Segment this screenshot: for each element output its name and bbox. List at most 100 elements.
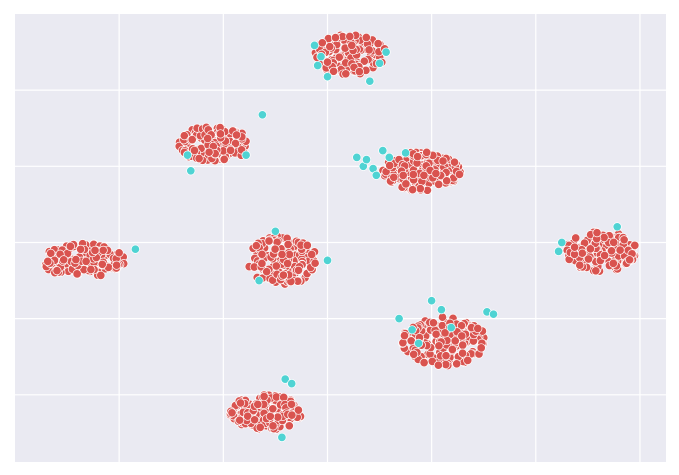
data-point-class_1 (407, 325, 417, 335)
data-point-class_0 (273, 412, 283, 422)
data-point-class_0 (264, 236, 274, 246)
data-point-class_0 (257, 249, 267, 259)
data-point-class_0 (577, 248, 587, 258)
data-point-class_0 (52, 266, 62, 276)
data-point-class_0 (286, 399, 297, 409)
data-point-class_0 (268, 421, 278, 431)
data-point-class_0 (329, 66, 339, 76)
data-point-class_0 (179, 131, 189, 141)
data-point-class_0 (283, 258, 293, 269)
data-point-class_1 (488, 309, 499, 319)
data-point-class_0 (215, 129, 226, 139)
data-point-class_0 (463, 355, 473, 365)
data-point-class_0 (422, 147, 432, 157)
data-point-class_0 (354, 67, 364, 77)
data-point-class_0 (361, 32, 371, 43)
data-point-class_0 (419, 358, 429, 368)
data-point-class_0 (609, 237, 619, 247)
data-point-class_0 (81, 256, 91, 266)
data-point-class_1 (254, 276, 264, 286)
data-point-class_1 (381, 47, 391, 57)
data-point-class_0 (227, 408, 237, 418)
data-point-class_0 (204, 147, 214, 157)
data-point-class_0 (615, 245, 625, 255)
data-point-class_0 (408, 185, 418, 195)
data-point-class_0 (189, 145, 200, 156)
data-point-class_1 (322, 255, 333, 265)
data-point-class_0 (456, 321, 467, 331)
data-point-class_0 (71, 255, 81, 265)
data-point-class_0 (399, 331, 410, 341)
data-point-class_0 (385, 160, 395, 171)
data-point-class_0 (401, 179, 411, 189)
data-point-class_0 (187, 135, 197, 145)
data-point-class_0 (408, 169, 418, 180)
data-point-class_0 (398, 170, 408, 180)
grid (15, 14, 666, 462)
data-point-class_0 (434, 179, 444, 189)
data-point-class_0 (389, 172, 399, 182)
data-point-class_0 (449, 157, 460, 167)
data-point-class_1 (130, 244, 140, 254)
data-point-class_0 (317, 38, 327, 48)
data-point-class_0 (442, 176, 452, 186)
data-point-class_1 (361, 155, 372, 165)
data-point-class_0 (277, 249, 287, 260)
data-point-class_0 (413, 152, 423, 162)
data-point-class_1 (557, 237, 567, 248)
data-point-class_0 (591, 266, 601, 276)
data-point-class_1 (309, 40, 320, 50)
data-point-class_0 (334, 52, 344, 62)
data-point-class_0 (583, 254, 594, 264)
data-point-class_0 (345, 31, 355, 42)
data-point-class_1 (436, 305, 446, 315)
data-point-class_0 (268, 404, 278, 414)
data-point-class_0 (255, 422, 265, 432)
data-point-class_0 (114, 248, 124, 258)
data-point-class_0 (86, 264, 96, 275)
data-point-class_0 (284, 249, 295, 260)
data-point-class_0 (619, 235, 629, 245)
data-point-class_0 (450, 336, 460, 346)
data-point-class_0 (236, 398, 246, 408)
data-point-class_0 (330, 33, 341, 43)
data-point-class_1 (394, 314, 404, 324)
data-point-class_1 (277, 432, 287, 442)
data-point-class_0 (347, 40, 357, 50)
data-point-class_0 (431, 168, 441, 179)
data-point-class_1 (554, 246, 564, 256)
data-point-class_0 (97, 259, 107, 269)
data-point-class_0 (575, 260, 585, 270)
data-point-class_0 (447, 344, 457, 355)
data-point-class_0 (287, 410, 297, 420)
data-point-class_0 (428, 318, 438, 328)
data-point-class_0 (302, 240, 312, 250)
data-point-class_0 (43, 256, 53, 266)
data-point-class_0 (250, 415, 260, 425)
data-point-class_0 (322, 57, 333, 67)
data-point-class_0 (194, 153, 204, 164)
data-point-class_0 (253, 399, 263, 409)
data-point-class_0 (600, 250, 610, 261)
data-point-class_0 (65, 241, 75, 251)
data-point-class_1 (427, 296, 437, 306)
data-point-class_0 (307, 249, 317, 260)
data-point-class_0 (409, 349, 419, 359)
data-point-class_1 (313, 60, 323, 71)
data-point-class_0 (433, 360, 443, 370)
data-point-class_0 (440, 328, 450, 338)
data-point-class_1 (241, 150, 251, 160)
data-point-class_0 (571, 233, 581, 243)
data-point-class_1 (280, 374, 290, 384)
data-point-class_1 (322, 72, 333, 82)
data-point-class_0 (473, 323, 483, 334)
data-point-class_0 (76, 244, 86, 254)
data-point-class_0 (434, 341, 444, 351)
data-point-class_0 (458, 348, 468, 358)
data-point-class_0 (90, 245, 100, 255)
data-point-class_0 (265, 411, 275, 421)
data-point-class_0 (203, 133, 213, 144)
data-point-class_0 (259, 391, 269, 402)
data-point-class_0 (454, 169, 465, 179)
